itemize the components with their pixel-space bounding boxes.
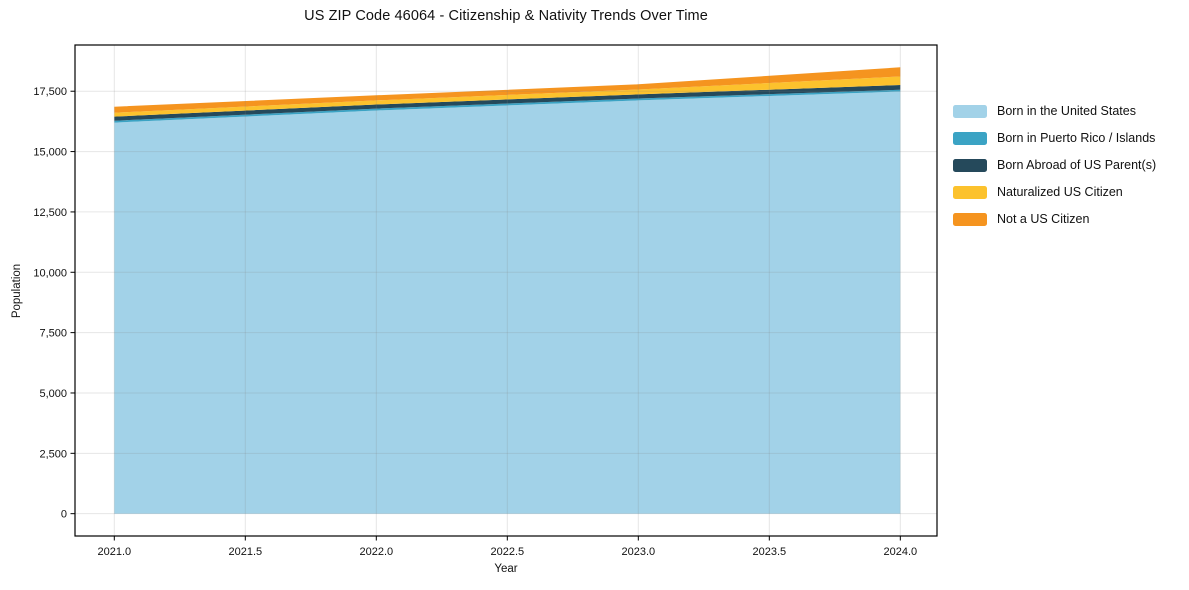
y-tick-label: 5,000 (39, 388, 67, 400)
area-series-2 (114, 85, 901, 121)
area-series-3 (114, 76, 901, 117)
x-tick-label: 2022.5 (490, 546, 524, 558)
legend-swatch (953, 185, 987, 199)
area-series-4 (114, 67, 901, 113)
legend-item: Born Abroad of US Parent(s) (953, 158, 1156, 172)
legend-swatch (953, 104, 987, 118)
x-tick-label: 2023.0 (621, 546, 655, 558)
x-tick-label: 2021.0 (97, 546, 131, 558)
area-series-1 (114, 89, 901, 123)
y-tick-label: 12,500 (33, 207, 67, 219)
legend-swatch (953, 158, 987, 172)
legend-item: Not a US Citizen (953, 212, 1156, 226)
legend-label: Naturalized US Citizen (997, 185, 1123, 199)
chart-title: US ZIP Code 46064 - Citizenship & Nativi… (304, 8, 708, 24)
legend-label: Born Abroad of US Parent(s) (997, 158, 1157, 172)
y-tick-label: 7,500 (39, 328, 67, 340)
legend-label: Not a US Citizen (997, 212, 1090, 226)
x-tick-label: 2024.0 (883, 546, 917, 558)
legend-item: Born in Puerto Rico / Islands (953, 131, 1156, 145)
y-axis-label: Population (11, 263, 23, 319)
x-axis-label: Year (494, 563, 518, 575)
area-series-0 (114, 91, 901, 514)
y-tick-label: 0 (61, 509, 67, 521)
y-tick-label: 17,500 (33, 86, 67, 98)
y-tick-label: 15,000 (33, 147, 67, 159)
legend-item: Born in the United States (953, 104, 1156, 118)
y-tick-label: 10,000 (33, 267, 67, 279)
legend-swatch (953, 131, 987, 145)
legend-swatch (953, 212, 987, 226)
x-tick-label: 2021.5 (228, 546, 262, 558)
legend-item: Naturalized US Citizen (953, 185, 1156, 199)
legend: Born in the United States Born in Puerto … (953, 104, 1156, 239)
x-tick-label: 2023.5 (752, 546, 786, 558)
y-tick-label: 2,500 (39, 448, 67, 460)
legend-label: Born in Puerto Rico / Islands (997, 131, 1156, 145)
legend-label: Born in the United States (997, 104, 1136, 118)
x-tick-label: 2022.0 (359, 546, 393, 558)
plot-frame (74, 44, 938, 537)
